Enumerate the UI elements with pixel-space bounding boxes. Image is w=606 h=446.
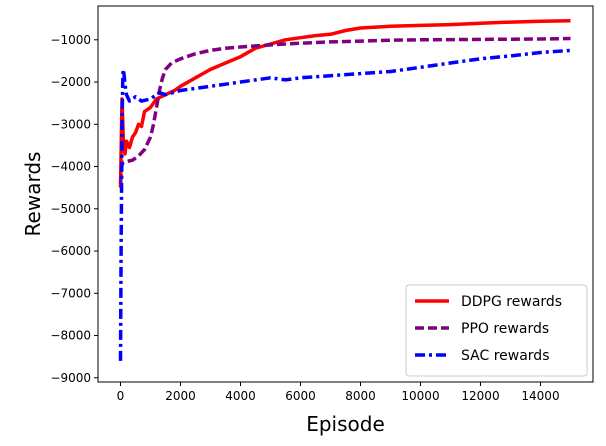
plot-frame: [97, 5, 594, 383]
x-tick-label: 6000: [285, 389, 316, 403]
x-tick-label: 10000: [401, 389, 439, 403]
y-tick-label: −2000: [50, 75, 91, 89]
y-axis-title: Rewards: [21, 152, 45, 237]
series-line-3: [118, 48, 571, 361]
y-tick-label: −5000: [50, 202, 91, 216]
legend: DDPG rewards PPO rewards SAC rewards: [405, 284, 588, 377]
y-tick-label: −9000: [50, 371, 91, 385]
y-tick-label: −8000: [50, 329, 91, 343]
x-tick-label: 8000: [345, 389, 376, 403]
series-line-1: [118, 19, 571, 188]
x-tick-label: 4000: [225, 389, 256, 403]
legend-label-2: PPO rewards: [461, 321, 549, 337]
x-tick-label: 2000: [165, 389, 196, 403]
y-tick-label: −6000: [50, 244, 91, 258]
legend-box: [405, 284, 588, 377]
series-line-2: [118, 36, 571, 184]
x-tick-label: 12000: [461, 389, 499, 403]
x-axis-title: Episode: [306, 412, 385, 436]
y-tick-label: −7000: [50, 286, 91, 300]
x-tick-label: 0: [117, 389, 125, 403]
legend-label-1: DDPG rewards: [461, 294, 562, 310]
legend-label-3: SAC rewards: [461, 348, 549, 364]
x-tick-label: 14000: [521, 389, 559, 403]
y-tick-label: −4000: [50, 160, 91, 174]
y-tick-label: −1000: [50, 33, 91, 47]
y-tick-label: −3000: [50, 117, 91, 131]
